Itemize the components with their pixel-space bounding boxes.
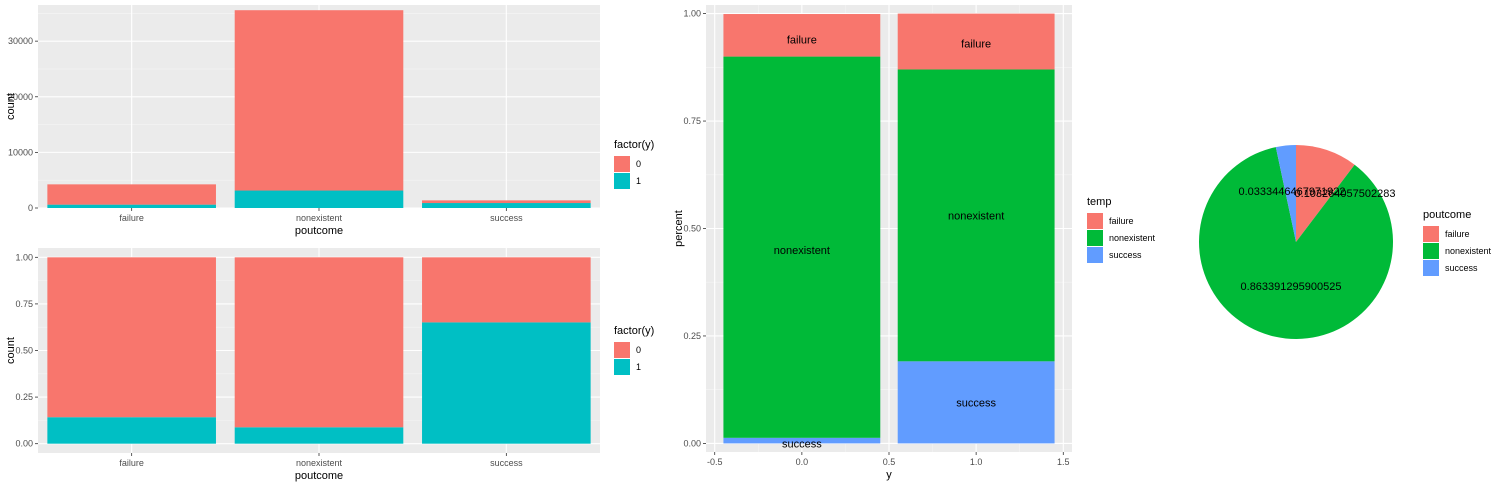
plot-p3: 0.00 0.25 0.50 0.75 1.00 failure nonexistent su…: [673, 5, 1072, 481]
legend-key-success: [1423, 260, 1439, 276]
bar-y0-success: [723, 437, 881, 444]
legend-title: factor(y): [614, 139, 654, 151]
bar-y1-success: [897, 361, 1055, 444]
legend-key-0: [614, 342, 630, 358]
segment-label: failure: [961, 39, 991, 51]
x-axis-title: poutcome: [295, 225, 343, 237]
segment-label: failure: [787, 34, 817, 46]
bar-failure-y0: [47, 184, 216, 205]
legend-label-0: 0: [636, 345, 641, 355]
y-tick-label: 30000: [8, 36, 33, 46]
legend-title: factor(y): [614, 325, 654, 337]
legend-p4: poutcome failure nonexistent success: [1423, 209, 1492, 276]
y-tick-label: 1.00: [15, 252, 33, 262]
y-tick-label: 0.50: [683, 224, 701, 234]
y-tick-label: 0.00: [15, 439, 33, 449]
x-tick-label: failure: [119, 458, 144, 468]
legend-key-success: [1087, 247, 1103, 263]
y-tick-label: 20000: [8, 92, 33, 102]
legend-label-1: 1: [636, 362, 641, 372]
x-tick-label: success: [490, 213, 523, 223]
pie-value-label: 0.863391295900525: [1241, 281, 1342, 293]
bar-failure-y1: [47, 417, 216, 444]
plot-p1: 0 10000 20000 30000 failure nonexistent succes…: [5, 5, 600, 237]
y-tick-label: 0.50: [15, 346, 33, 356]
legend-title: poutcome: [1423, 209, 1471, 221]
legend-label-success: success: [1445, 263, 1478, 273]
bar-y0-nonexistent: [723, 56, 881, 438]
pie-value-label: 0.0333446467971922: [1238, 186, 1345, 198]
y-tick-label: 0: [28, 203, 33, 213]
y-tick-label: 1.00: [683, 9, 701, 19]
legend-key-0: [614, 156, 630, 172]
segment-label: success: [956, 398, 996, 410]
bar-y1-nonexistent: [897, 69, 1055, 362]
y-axis-title: count: [5, 337, 17, 364]
legend-label-failure: failure: [1109, 216, 1134, 226]
legend-key-nonexistent: [1087, 230, 1103, 246]
pie-slice-failure: [1296, 145, 1355, 242]
legend-key-1: [614, 173, 630, 189]
legend-p3: temp failure nonexistent success: [1087, 196, 1156, 263]
legend-label-0: 0: [636, 159, 641, 169]
bar-nonexistent-y1: [234, 427, 404, 444]
legend-p2: factor(y) 0 1: [614, 325, 654, 375]
x-tick-label: failure: [119, 213, 144, 223]
bar-failure-y1: [47, 204, 216, 208]
bar-nonexistent-y1: [234, 190, 404, 208]
pie-value-label: 0.103264057502283: [1295, 188, 1396, 200]
segment-label: success: [782, 438, 822, 450]
bar-success-y0: [422, 200, 591, 204]
plot-p4: 0.103264057502283 0.863391295900525 0.0333…: [1199, 145, 1395, 339]
bar-nonexistent-y0: [234, 257, 404, 428]
bar-success-y0: [422, 257, 591, 323]
y-tick-label: 0.25: [15, 392, 33, 402]
bar-failure-y0: [47, 257, 216, 418]
y-tick-label: 0.00: [683, 438, 701, 448]
bar-y1-failure: [897, 13, 1055, 70]
segment-label: nonexistent: [948, 211, 1004, 223]
x-tick-label: nonexistent: [296, 458, 343, 468]
legend-label-1: 1: [636, 176, 641, 186]
bar-success-y1: [422, 322, 591, 444]
y-tick-label: 0.25: [683, 331, 701, 341]
legend-label-success: success: [1109, 250, 1142, 260]
legend-label-nonexistent: nonexistent: [1109, 233, 1156, 243]
bar-nonexistent-y0: [234, 10, 404, 191]
y-tick-label: 0.75: [683, 116, 701, 126]
x-axis-title: poutcome: [295, 470, 343, 482]
x-tick-label: -0.5: [707, 457, 723, 467]
segment-label: nonexistent: [774, 245, 830, 257]
legend-key-failure: [1423, 226, 1439, 242]
y-axis-title: count: [5, 93, 17, 120]
y-tick-label: 0.75: [15, 299, 33, 309]
x-tick-label: success: [490, 458, 523, 468]
legend-key-1: [614, 359, 630, 375]
x-tick-label: 1.0: [970, 457, 983, 467]
legend-p1: factor(y) 0 1: [614, 139, 654, 189]
legend-label-failure: failure: [1445, 229, 1470, 239]
y-tick-label: 10000: [8, 147, 33, 157]
bar-y0-failure: [723, 14, 881, 57]
y-axis-title: percent: [673, 210, 685, 247]
pie-slice-success: [1275, 145, 1296, 242]
x-tick-label: 1.5: [1057, 457, 1070, 467]
x-tick-label: 0.5: [883, 457, 896, 467]
legend-title: temp: [1087, 196, 1111, 208]
x-tick-label: nonexistent: [296, 213, 343, 223]
legend-label-nonexistent: nonexistent: [1445, 246, 1492, 256]
pie-slice-nonexistent: [1199, 147, 1393, 339]
bar-success-y1: [422, 203, 591, 208]
x-tick-label: 0.0: [796, 457, 809, 467]
legend-key-failure: [1087, 213, 1103, 229]
plot-p2: 0.00 0.25 0.50 0.75 1.00 failure nonexistent su…: [5, 248, 600, 482]
x-axis-title: y: [886, 469, 892, 481]
legend-key-nonexistent: [1423, 243, 1439, 259]
